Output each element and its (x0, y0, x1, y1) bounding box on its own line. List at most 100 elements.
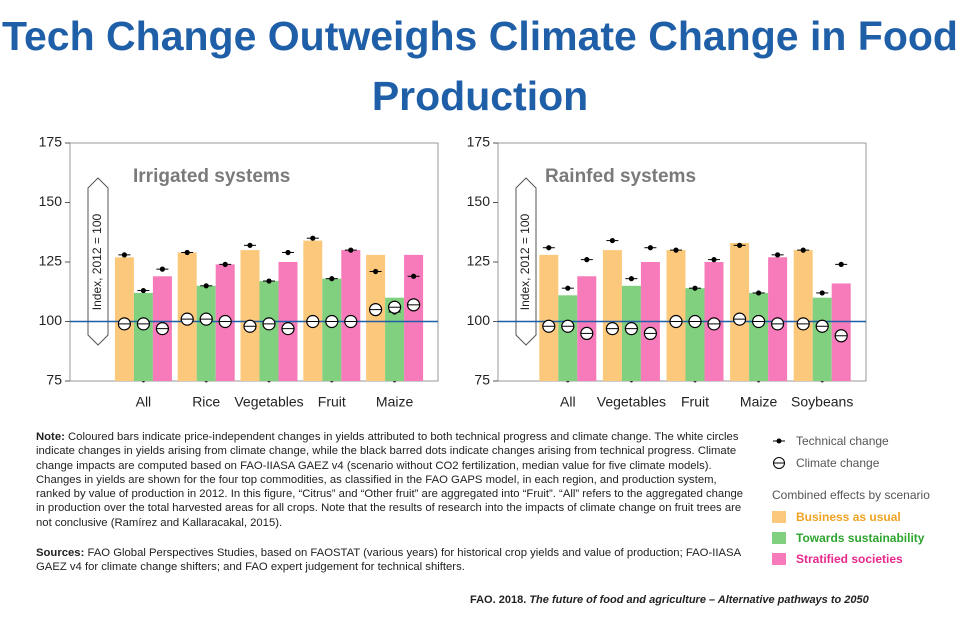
bar (322, 278, 342, 381)
climate-change-marker (218, 314, 232, 329)
marker-dot (673, 247, 679, 253)
climate-change-marker (643, 326, 658, 340)
legend-label: Technical change (796, 434, 889, 448)
marker-dot (184, 249, 190, 256)
climate-change-marker (688, 314, 702, 329)
note: Note: Coloured bars indicate price-indep… (36, 430, 752, 530)
technical-change-marker (771, 252, 784, 258)
climate-change-marker (306, 314, 320, 329)
bar (196, 285, 216, 381)
technical-change-marker (244, 242, 256, 248)
marker-dot (373, 268, 379, 275)
panel-title: Irrigated systems (133, 166, 290, 187)
climate-change-marker (834, 329, 848, 343)
technical-change-marker (689, 285, 701, 291)
technical-change-marker (263, 278, 275, 284)
marker-dot (285, 249, 291, 256)
y-axis-label: Index, 2012 = 100 (90, 213, 104, 310)
x-tick-label: All (560, 394, 576, 410)
marker-dot (584, 257, 590, 263)
bar (240, 250, 260, 381)
sources-text: FAO Global Perspectives Studies, based o… (36, 547, 741, 574)
technical-change-marker (561, 285, 574, 291)
marker-dot (628, 276, 635, 282)
technical-change-marker (407, 273, 420, 279)
bar (303, 240, 323, 381)
citation-title: The future of food and agriculture – Alt… (529, 594, 869, 606)
legend-label: Stratified societies (796, 551, 903, 566)
legend-item: Climate change (772, 452, 930, 474)
climate-change-marker (325, 314, 339, 329)
legend-item: Technical change (772, 430, 930, 452)
marker-dot (266, 278, 272, 284)
bar (685, 288, 705, 381)
technical-change-marker (325, 276, 338, 282)
y-tick-label: 150 (39, 193, 63, 209)
charts: 75 100 125 150 175 Irrigated systems Index, 20… (39, 134, 867, 410)
climate-change-marker (561, 319, 575, 333)
technical-change-marker (708, 257, 720, 263)
y-tick-label: 150 (467, 193, 491, 209)
legend: Technical change Climate change Combined… (772, 430, 930, 569)
y-tick-label: 175 (39, 134, 63, 150)
marker-dot (819, 290, 825, 296)
y-tick-label: 100 (467, 312, 491, 328)
legend-label: Climate change (796, 456, 880, 470)
marker-dot (838, 261, 844, 267)
ylabel-banner (515, 177, 537, 346)
climate-change-marker (180, 312, 194, 326)
bar (812, 297, 832, 381)
x-tick-label: Soybeans (791, 394, 853, 410)
climate-change-marker (369, 303, 383, 317)
technical-change-marker (181, 249, 194, 256)
climate-change-marker (605, 322, 620, 336)
technical-change-marker (670, 247, 682, 253)
x-tick-label: Maize (740, 394, 778, 410)
marker-dot (222, 261, 228, 267)
bar (366, 254, 386, 381)
x-tick-label: Vegetables (597, 394, 666, 410)
climate-change-marker (580, 326, 594, 340)
marker-dot (329, 276, 335, 282)
climate-change-marker (199, 312, 213, 326)
y-tick-label: 175 (467, 134, 491, 150)
marker-dot (565, 285, 571, 291)
y-tick-label: 125 (467, 253, 491, 269)
legend-label: Towards sustainability (796, 530, 925, 545)
technical-change-marker (219, 261, 232, 267)
x-tick-label: Vegetables (234, 394, 303, 410)
marker-dot (711, 257, 717, 263)
climate-change-marker (388, 300, 402, 314)
technical-change-marker (200, 283, 213, 289)
legend-heading: Combined effects by scenario (772, 488, 930, 502)
technical-change-marker (156, 266, 169, 272)
bar (749, 292, 769, 381)
bar (793, 250, 813, 381)
marker-dot (159, 266, 165, 272)
panel-title: Rainfed systems (545, 166, 696, 187)
x-tick-label: Fruit (318, 394, 346, 410)
marker-dot (775, 252, 781, 258)
technical-change-marker (542, 245, 555, 251)
climate-change-marker (707, 317, 721, 331)
technical-change-marker (282, 249, 294, 256)
climate-change-marker (669, 314, 683, 329)
sources-label: Sources: (36, 547, 85, 559)
climate-change-marker (407, 298, 421, 312)
marker-dot (203, 283, 209, 289)
marker-dot (121, 252, 127, 258)
marker-dot (546, 245, 552, 251)
technical-change-marker (118, 252, 131, 258)
marker-dot (247, 242, 253, 248)
y-tick-label: 75 (46, 372, 62, 388)
climate-change-marker (117, 317, 132, 331)
sources: Sources: FAO Global Perspectives Studies… (36, 546, 752, 575)
technical-change-marker (137, 287, 150, 294)
legend-item: Business as usual (772, 506, 930, 527)
y-tick-label: 100 (39, 312, 63, 328)
climate-change-marker (344, 314, 358, 329)
y-tick-label: 125 (39, 253, 63, 269)
marker-dot (800, 247, 806, 253)
technical-change-marker (797, 247, 810, 253)
bar (602, 250, 622, 381)
